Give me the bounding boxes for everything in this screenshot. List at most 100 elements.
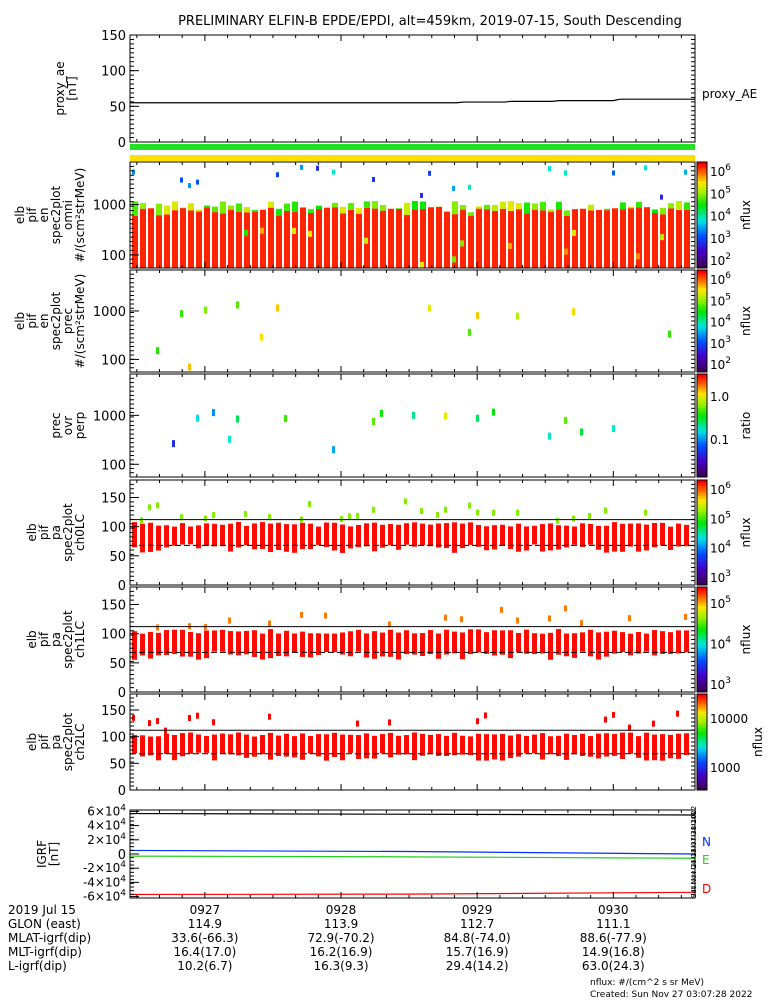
heatmap-cell <box>204 307 207 314</box>
heatmap-cell <box>468 736 473 755</box>
colorbar-tick-label: 102 <box>710 356 731 372</box>
heatmap-cell <box>468 212 474 215</box>
heatmap-cell <box>356 513 359 519</box>
panel-omni: 102103104105106nflux1001000elbpifenspec2… <box>13 162 753 269</box>
heatmap-cell <box>292 633 297 652</box>
heatmap-cell <box>228 524 233 552</box>
heatmap-cell <box>412 412 415 419</box>
heatmap-cell <box>364 201 370 207</box>
y-tick-label: 1000 <box>93 305 126 320</box>
y-tick-label: 150 <box>101 704 126 719</box>
exponent: 5 <box>725 185 731 195</box>
heatmap-cell <box>340 735 345 761</box>
heatmap-cell <box>140 203 146 209</box>
heatmap-cell <box>236 631 241 655</box>
heatmap-cell <box>636 523 641 551</box>
heatmap-cell <box>284 734 289 757</box>
y-axis-label-line: ch0LC <box>73 514 87 551</box>
heatmap-cell <box>684 202 690 210</box>
heatmap-cell <box>372 736 377 759</box>
heatmap-cell <box>164 630 169 655</box>
heatmap-cell <box>452 522 457 552</box>
heatmap-cell <box>308 501 311 507</box>
heatmap-cell <box>604 508 607 514</box>
heatmap-cell <box>532 203 538 209</box>
heatmap-cell <box>660 195 663 200</box>
heatmap-cell <box>516 734 521 756</box>
heatmap-cell <box>420 202 426 209</box>
heatmap-cell <box>668 203 674 208</box>
heatmap-cell <box>684 733 689 755</box>
heatmap-cell <box>364 523 369 546</box>
heatmap-cell <box>468 329 471 336</box>
colorbar-tick-label: 106 <box>710 481 731 497</box>
exponent: 4 <box>725 636 731 646</box>
heatmap-cell <box>156 204 162 215</box>
heatmap-cell <box>212 512 215 518</box>
heatmap-cell <box>468 522 473 544</box>
heatmap-cell <box>196 180 199 185</box>
colorbar-tick-label: 103 <box>710 335 731 351</box>
heatmap-cell <box>572 527 577 545</box>
y-axis-label: proxy_ae[nT] <box>53 61 79 115</box>
heatmap-cell <box>404 498 407 504</box>
heatmap-cell <box>148 504 151 510</box>
heatmap-cell <box>604 632 609 657</box>
heatmap-cell <box>196 212 202 268</box>
heatmap-cell <box>260 210 266 268</box>
heatmap-cell <box>156 624 159 630</box>
heatmap-cell <box>188 733 193 754</box>
axis-tick-value: 113.9 <box>324 917 358 931</box>
heatmap-cell <box>284 415 287 422</box>
heatmap-cell <box>612 631 617 654</box>
heatmap-cell <box>196 713 199 719</box>
heatmap-cell <box>164 734 169 754</box>
heatmap-cell <box>268 733 273 760</box>
heatmap-cell <box>380 525 385 548</box>
heatmap-cell <box>212 735 217 761</box>
plot-title: PRELIMINARY ELFIN-B EPDE/EPDI, alt=459km… <box>178 14 682 29</box>
colorbar-tick-label: 104 <box>710 208 731 224</box>
heatmap-cell <box>348 203 354 210</box>
heatmap-cell <box>452 632 457 654</box>
heatmap-cell <box>212 630 217 651</box>
heatmap-cell <box>196 415 199 422</box>
heatmap-cell <box>684 614 687 620</box>
y-axis-label-line: #/(scm²strMeV) <box>73 274 87 369</box>
heatmap-cell <box>620 209 626 268</box>
heatmap-cell <box>612 208 618 268</box>
heatmap-cell <box>508 736 513 759</box>
y-tick-label: 0 <box>118 686 126 701</box>
heatmap-cell <box>188 183 191 188</box>
heatmap-cell <box>340 207 346 214</box>
heatmap-cell <box>548 736 553 754</box>
y-axis-label: elbpifpaspec2plotch2LC <box>25 712 87 771</box>
heatmap-cell <box>212 524 217 547</box>
heatmap-cell <box>452 733 457 755</box>
heatmap-cell <box>436 512 439 518</box>
heatmap-cell <box>172 440 175 447</box>
heatmap-cell <box>420 193 423 198</box>
heatmap-cell <box>684 630 689 652</box>
heatmap-cell <box>476 629 481 652</box>
heatmap-cell <box>236 416 239 423</box>
heatmap-cell <box>612 425 615 432</box>
panel-frame <box>130 810 695 898</box>
exponent: 6 <box>725 271 731 281</box>
heatmap-cell <box>676 210 682 268</box>
axis-tick-value: 29.4(14.2) <box>446 959 509 973</box>
heatmap-cell <box>396 209 402 268</box>
colorbar-label: nflux <box>739 200 753 230</box>
heatmap-cell <box>292 228 296 234</box>
heatmap-cell <box>548 633 553 660</box>
heatmap-cell <box>660 214 666 268</box>
heatmap-cell <box>148 523 153 552</box>
heatmap-cell <box>188 715 191 721</box>
heatmap-cell <box>532 526 537 545</box>
heatmap-cell <box>292 202 298 212</box>
exponent: 2 <box>725 252 731 262</box>
exponent: 6 <box>725 163 731 173</box>
